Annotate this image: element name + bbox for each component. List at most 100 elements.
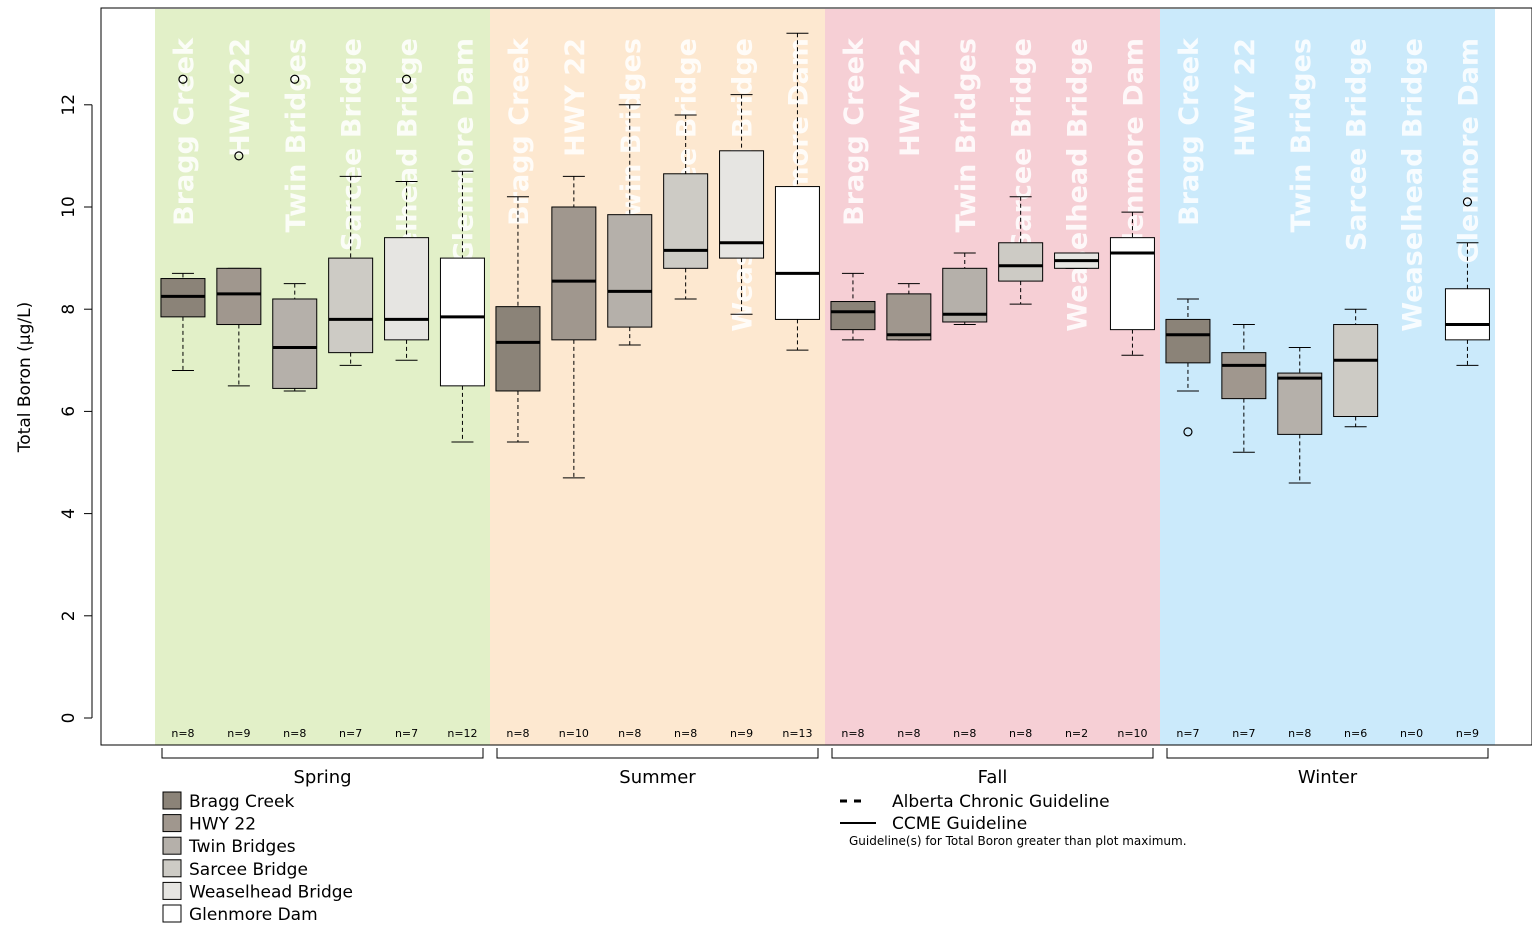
- plot-frame: [100, 7, 1532, 746]
- count-label: n=7: [339, 727, 362, 740]
- legend-label: HWY 22: [189, 815, 256, 835]
- count-label: n=9: [227, 727, 250, 740]
- site-label: Twin Bridges: [951, 38, 982, 232]
- iqr-box: [495, 306, 541, 392]
- box-twin-bridges: [607, 104, 653, 346]
- count-label: n=7: [1232, 727, 1255, 740]
- count-label: n=8: [841, 727, 864, 740]
- season-band-fall: [825, 9, 1160, 745]
- guideline-legend: Alberta Chronic Guideline CCME Guideline…: [840, 792, 1187, 848]
- site-label-layer: Bragg Creek HWY 22 Twin Bridges Sarcee Brid…: [169, 37, 1484, 332]
- iqr-box: [439, 257, 485, 387]
- season-band-winter: [1160, 9, 1495, 745]
- iqr-box: [216, 267, 262, 326]
- box-sarcee-bridge: [998, 196, 1044, 305]
- iqr-box: [1221, 352, 1267, 400]
- y-axis: 0 2 4 6 8 10 12: [59, 94, 93, 724]
- legend-label: Glenmore Dam: [189, 905, 318, 925]
- count-label: n=8: [674, 727, 697, 740]
- season-bands: [155, 9, 1495, 745]
- box-hwy-22: [1221, 324, 1267, 453]
- season-brackets: Spring Summer Fall Winter: [161, 748, 1489, 788]
- count-label: n=2: [1065, 727, 1088, 740]
- legend-swatch: [162, 881, 182, 900]
- iqr-box: [774, 186, 820, 320]
- box-sarcee-bridge: [663, 114, 709, 300]
- count-label: n=8: [506, 727, 529, 740]
- site-label: HWY 22: [1230, 38, 1261, 157]
- legend-swatch: [162, 859, 182, 878]
- season-label: Spring: [293, 767, 351, 788]
- box-bragg-creek: [830, 272, 876, 341]
- y-tick-label: 6: [59, 406, 79, 417]
- iqr-box: [663, 173, 709, 269]
- site-label: HWY 22: [225, 38, 256, 157]
- site-label: Glenmore Dam: [1453, 38, 1484, 263]
- site-label: Twin Bridges: [1286, 38, 1317, 232]
- y-tick-label: 0: [59, 713, 79, 724]
- count-label: n=8: [171, 727, 194, 740]
- season-band-summer: [490, 9, 825, 745]
- site-label: Sarcee Bridge: [1342, 38, 1373, 251]
- iqr-box: [272, 298, 318, 389]
- box-bragg-creek: [1165, 298, 1211, 437]
- season-label: Summer: [619, 767, 696, 788]
- iqr-box: [607, 214, 653, 328]
- alberta-guideline-label: Alberta Chronic Guideline: [892, 792, 1110, 812]
- iqr-box: [886, 293, 932, 341]
- legend-swatch: [162, 904, 182, 923]
- count-label-layer: n=8 n=9 n=8 n=7 n=7 n=12 n=8 n=10 n=8 n=8 n=9 n=13 n…: [171, 727, 1479, 740]
- iqr-box: [1333, 324, 1379, 418]
- site-label: Sarcee Bridge: [1007, 38, 1038, 251]
- count-label: n=7: [395, 727, 418, 740]
- outlier-point: [401, 74, 412, 84]
- box-glenmore-dam: [1444, 197, 1490, 366]
- count-label: n=10: [1117, 727, 1147, 740]
- site-label: Twin Bridges: [616, 38, 647, 232]
- iqr-box: [1444, 288, 1490, 341]
- legend-label: Twin Bridges: [188, 837, 296, 857]
- box-weaselhead-bridge: [384, 74, 430, 361]
- count-label: n=9: [1456, 727, 1479, 740]
- site-label: Twin Bridges: [281, 38, 312, 232]
- box-glenmore-dam: [774, 32, 820, 351]
- count-label: n=6: [1344, 727, 1367, 740]
- box-twin-bridges: [942, 252, 988, 326]
- season-label: Fall: [978, 767, 1008, 788]
- box-bragg-creek: [160, 74, 206, 372]
- count-label: n=8: [1009, 727, 1032, 740]
- iqr-box: [719, 150, 765, 259]
- season-band-spring: [155, 9, 490, 745]
- outlier-point: [1183, 427, 1193, 437]
- legend-label: Bragg Creek: [189, 792, 294, 812]
- outlier-point: [290, 74, 300, 84]
- outlier-point: [234, 151, 244, 161]
- legend-label: Sarcee Bridge: [189, 860, 308, 880]
- legend-swatch: [162, 836, 182, 855]
- iqr-box: [830, 301, 876, 331]
- iqr-box: [1277, 372, 1323, 435]
- count-label: n=10: [559, 727, 589, 740]
- season-bracket: [831, 748, 1154, 759]
- site-label: HWY 22: [560, 38, 591, 157]
- season-label: Winter: [1298, 767, 1358, 788]
- y-tick-label: 10: [59, 196, 79, 218]
- box-sarcee-bridge: [328, 175, 374, 366]
- box-weaselhead-bridge: [719, 94, 765, 315]
- site-label: Weaselhead Bridge: [1063, 38, 1094, 332]
- site-label: Bragg Creek: [169, 37, 200, 226]
- box-sarcee-bridge: [1333, 308, 1379, 428]
- outlier-point: [234, 74, 244, 84]
- box-twin-bridges: [272, 74, 318, 392]
- count-label: n=8: [283, 727, 306, 740]
- box-hwy-22: [886, 283, 932, 341]
- box-hwy-22: [551, 175, 597, 479]
- outlier-point: [178, 74, 188, 84]
- iqr-box: [1165, 318, 1211, 364]
- count-label: n=12: [447, 727, 477, 740]
- legend-swatch: [162, 814, 182, 833]
- site-label: HWY 22: [895, 38, 926, 157]
